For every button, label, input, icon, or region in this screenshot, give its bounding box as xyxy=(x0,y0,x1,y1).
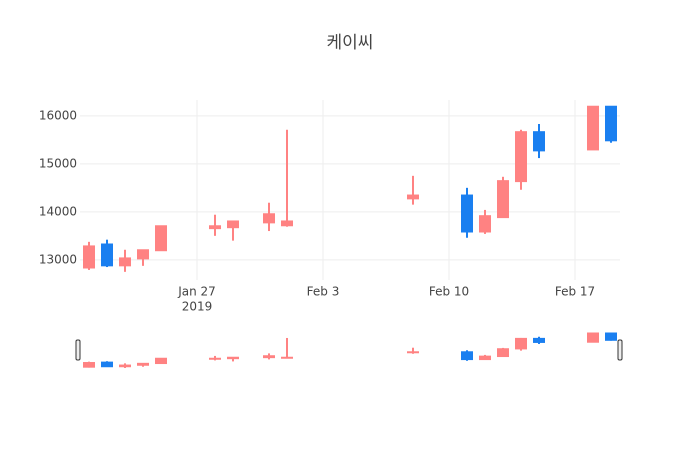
grid xyxy=(80,100,620,280)
slider-handle[interactable] xyxy=(617,339,623,361)
candle-body xyxy=(407,194,419,200)
candle-body xyxy=(497,180,509,219)
slider-candle-body xyxy=(227,356,239,360)
slider-candle-body xyxy=(605,332,617,341)
chart-title: 케이씨 xyxy=(327,33,374,53)
x-tick-label: Feb 17 xyxy=(555,285,595,299)
slider-bg xyxy=(80,327,620,373)
slider-candle-body xyxy=(587,332,599,343)
candle-body xyxy=(137,249,149,260)
candle-body xyxy=(605,105,617,142)
y-tick-label: 15000 xyxy=(39,156,77,170)
x-tick-label: Feb 3 xyxy=(307,285,340,299)
candle-body xyxy=(83,245,95,269)
y-tick-label: 14000 xyxy=(39,204,77,218)
candle-body xyxy=(209,225,221,230)
candle-body xyxy=(101,243,113,267)
slider-candle-body xyxy=(137,362,149,366)
candle-body xyxy=(587,105,599,151)
candle-body xyxy=(281,220,293,227)
slider-candle-body xyxy=(461,351,473,361)
slider-candle-body xyxy=(155,357,167,365)
candle-body xyxy=(533,131,545,152)
slider-candle-body xyxy=(533,337,545,343)
x-tick-label: Feb 10 xyxy=(429,285,469,299)
x-tick-label: Jan 27 xyxy=(177,285,216,299)
y-tick-label: 16000 xyxy=(39,108,77,122)
candle-body xyxy=(119,257,131,267)
slider-candle-body xyxy=(119,364,131,368)
candle-body xyxy=(263,213,275,224)
slider-candle-body xyxy=(263,355,275,359)
range-slider[interactable] xyxy=(75,327,623,373)
candle-body xyxy=(227,220,239,229)
slider-candle-body xyxy=(515,337,527,350)
y-tick-label: 13000 xyxy=(39,252,77,266)
candle-body xyxy=(515,131,527,183)
slider-candle-body xyxy=(101,361,113,368)
candle-body xyxy=(479,215,491,233)
slider-candle-body xyxy=(497,348,509,358)
slider-candle-body xyxy=(281,356,293,359)
plot-area xyxy=(83,105,617,272)
slider-handle[interactable] xyxy=(75,339,81,361)
x-tick-sublabel: 2019 xyxy=(182,300,213,314)
candle-body xyxy=(461,194,473,233)
candle-body xyxy=(155,225,167,252)
slider-candle-body xyxy=(83,362,95,368)
slider-candle-body xyxy=(209,357,221,360)
slider-candle-body xyxy=(407,351,419,354)
slider-candle-body xyxy=(479,355,491,361)
